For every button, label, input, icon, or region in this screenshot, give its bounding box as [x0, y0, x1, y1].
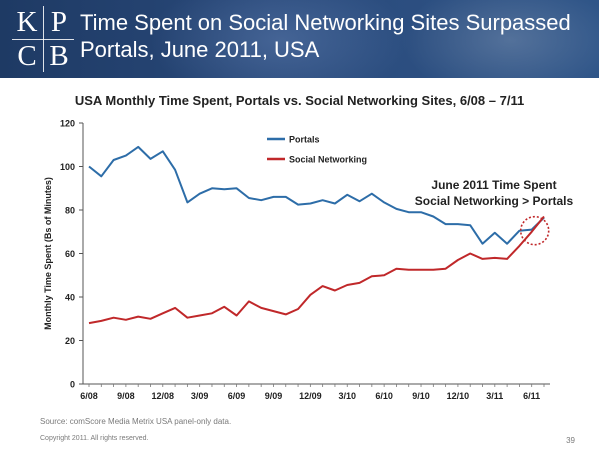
x-tick-label: 3/11	[486, 391, 503, 401]
y-tick-label: 60	[65, 249, 75, 259]
x-tick-label: 3/09	[191, 391, 209, 401]
x-tick-label: 6/09	[228, 391, 246, 401]
copyright-note: Copyright 2011. All rights reserved.	[40, 435, 149, 442]
legend-label: Portals	[289, 135, 320, 145]
x-tick-label: 12/10	[447, 391, 470, 401]
y-tick-label: 20	[65, 336, 75, 346]
logo-letter: P	[50, 6, 68, 38]
x-tick-label: 9/10	[412, 391, 430, 401]
y-tick-label: 100	[60, 162, 75, 172]
crossover-highlight	[519, 215, 550, 246]
logo-divider	[43, 6, 44, 72]
annotation-text: June 2011 Time Spent	[431, 178, 556, 192]
x-tick-label: 12/09	[299, 391, 322, 401]
header-glow	[400, 0, 599, 78]
y-tick-label: 80	[65, 206, 75, 216]
chart-title: USA Monthly Time Spent, Portals vs. Soci…	[74, 93, 525, 108]
x-tick-label: 9/08	[117, 391, 135, 401]
x-tick-label: 12/08	[152, 391, 175, 401]
y-tick-label: 40	[65, 293, 75, 303]
x-tick-label: 6/11	[523, 391, 540, 401]
y-tick-label: 0	[70, 380, 75, 390]
source-note: Source: comScore Media Metrix USA panel-…	[40, 417, 232, 426]
logo-letter: K	[16, 6, 38, 38]
legend-label: Social Networking	[289, 155, 367, 165]
slide-title: Time Spent on Social Networking Sites Su…	[80, 10, 571, 62]
x-tick-label: 6/08	[80, 391, 98, 401]
logo-letter: B	[49, 40, 69, 72]
y-tick-label: 120	[60, 119, 75, 129]
kpcb-logo: K P C B	[12, 6, 76, 72]
series-line	[88, 145, 545, 245]
y-axis-label: Monthly Time Spent (Bs of Minutes)	[43, 177, 53, 330]
logo-letter: C	[17, 40, 37, 72]
series-line	[88, 215, 545, 325]
x-tick-label: 9/09	[265, 391, 283, 401]
header-glow	[150, 0, 410, 78]
x-tick-label: 6/10	[375, 391, 393, 401]
annotation-text: Social Networking > Portals	[415, 194, 574, 208]
x-tick-label: 3/10	[338, 391, 356, 401]
slide-header: K P C B Time Spent on Social Networking …	[0, 0, 599, 78]
page-number: 39	[566, 436, 575, 445]
